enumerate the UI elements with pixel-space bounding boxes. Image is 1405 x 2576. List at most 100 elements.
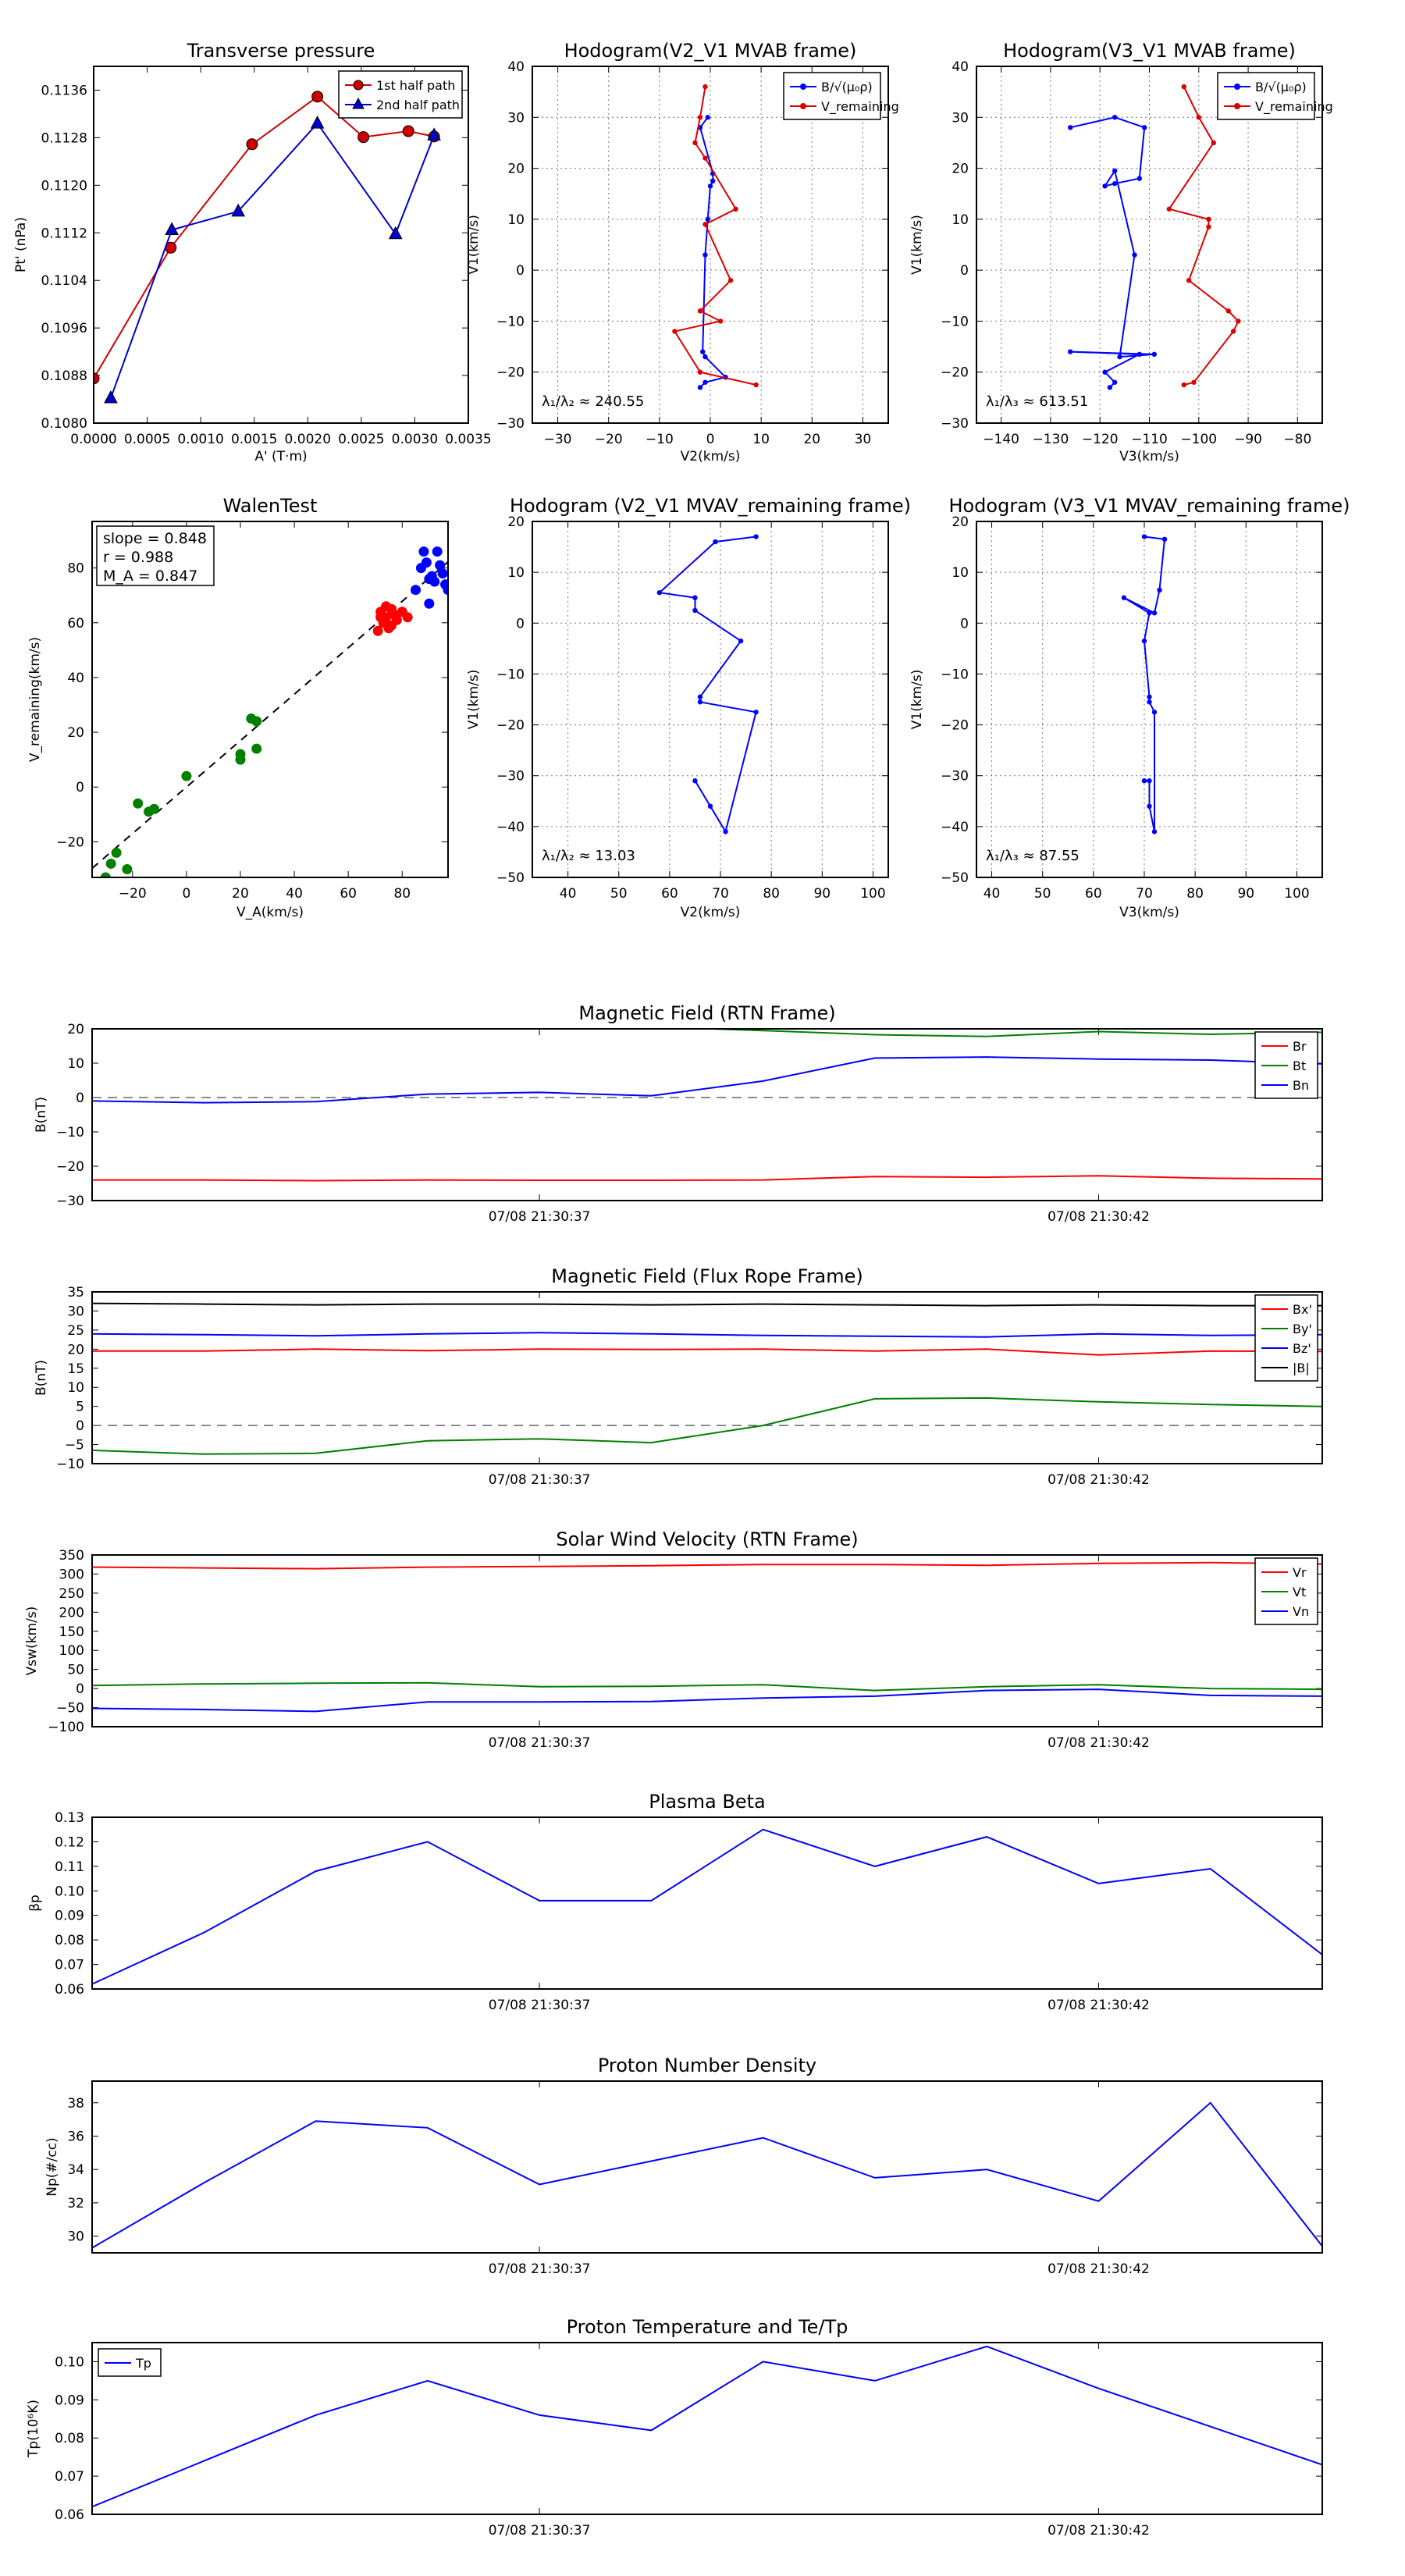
series-line-0 xyxy=(92,1348,1322,1356)
x-axis-label: V2(km/s) xyxy=(681,905,741,920)
x-tick-label: 60 xyxy=(661,886,678,902)
x-tick-label: 40 xyxy=(560,886,577,902)
data-point xyxy=(1181,382,1187,388)
y-tick-label: 30 xyxy=(67,1304,84,1319)
y-tick-label: −5 xyxy=(65,1438,84,1453)
data-point xyxy=(1211,140,1216,146)
plot-area xyxy=(92,546,448,877)
y-tick-label: 0 xyxy=(76,780,84,795)
stats-line: r = 0.988 xyxy=(103,549,173,566)
y-tick-label: 0 xyxy=(76,1418,84,1434)
y-tick-label: 80 xyxy=(67,561,84,577)
y-tick-label: 0.08 xyxy=(55,2431,84,2446)
x-tick-label: 0.0005 xyxy=(124,432,170,447)
x-tick-label: 07/08 21:30:37 xyxy=(489,1998,591,2013)
data-point xyxy=(697,369,703,375)
data-point xyxy=(1141,534,1147,539)
series-line-1 xyxy=(92,1681,1322,1692)
x-tick-label: 70 xyxy=(712,886,729,902)
axes-frame xyxy=(532,521,889,878)
y-tick-label: 34 xyxy=(67,2162,84,2178)
y-tick-label: 0.06 xyxy=(55,1982,84,1998)
data-point xyxy=(702,222,708,227)
series-line-0 xyxy=(92,1175,1322,1182)
x-tick-label: 90 xyxy=(1237,886,1254,902)
data-point xyxy=(402,612,413,623)
legend-marker xyxy=(800,84,806,90)
x-tick-label: 50 xyxy=(610,886,628,902)
y-tick-label: 200 xyxy=(59,1605,84,1621)
data-point xyxy=(692,607,698,614)
series-line-0 xyxy=(699,116,727,389)
chart-bfr: Magnetic Field (Flux Rope Frame) −10 −5 0 5 1… xyxy=(34,1265,1323,1488)
y-axis-label: V_remaining(km/s) xyxy=(27,637,43,762)
y-tick-label: 0.1120 xyxy=(41,178,87,194)
y-tick-label: 32 xyxy=(67,2196,84,2211)
legend-marker xyxy=(353,80,364,91)
x-tick-label: 60 xyxy=(1085,886,1102,902)
data-point xyxy=(702,84,708,90)
y-tick-label: 0 xyxy=(960,263,969,279)
data-point xyxy=(1186,278,1192,283)
x-tick-label: −80 xyxy=(1283,432,1311,447)
y-tick-label: −50 xyxy=(941,870,969,886)
data-point xyxy=(1151,710,1158,715)
data-point xyxy=(1181,84,1187,90)
series-line-3 xyxy=(92,1302,1322,1307)
plot-area xyxy=(92,1029,1322,1182)
data-point xyxy=(181,770,192,781)
y-tick-label: 0.13 xyxy=(55,1810,84,1826)
x-tick-label: 90 xyxy=(813,886,831,902)
legend-label: V_remaining xyxy=(821,99,899,115)
data-point xyxy=(692,778,698,784)
y-tick-label: 20 xyxy=(67,1022,84,1037)
x-tick-label: 30 xyxy=(855,432,872,447)
y-tick-label: 30 xyxy=(67,2229,84,2245)
y-tick-label: −40 xyxy=(941,820,969,835)
x-tick-label: −140 xyxy=(983,432,1019,447)
y-tick-label: 0.07 xyxy=(55,2469,84,2485)
y-tick-label: 250 xyxy=(59,1586,84,1602)
x-axis-label: V3(km/s) xyxy=(1119,449,1179,464)
y-tick-label: 100 xyxy=(59,1643,84,1659)
data-point xyxy=(710,178,716,184)
data-point xyxy=(697,385,703,390)
series-line-1 xyxy=(1168,86,1240,386)
y-axis-label: V1(km/s) xyxy=(466,670,482,730)
y-tick-label: −10 xyxy=(56,1125,84,1140)
x-tick-label: 50 xyxy=(1034,886,1051,902)
x-tick-label: 0 xyxy=(706,432,715,447)
data-point xyxy=(122,863,133,874)
y-axis-label: V1(km/s) xyxy=(909,670,925,730)
stats-line: M_A = 0.847 xyxy=(103,568,197,585)
legend-marker xyxy=(1234,84,1240,90)
y-tick-label: 0.1112 xyxy=(41,226,87,241)
y-tick-label: −10 xyxy=(496,314,525,329)
y-tick-label: 10 xyxy=(67,1056,84,1072)
y-tick-label: 20 xyxy=(951,514,969,530)
data-point xyxy=(427,127,441,141)
plot-area xyxy=(656,534,759,834)
x-tick-label: 07/08 21:30:42 xyxy=(1048,1472,1150,1488)
data-point xyxy=(1151,351,1158,358)
data-point xyxy=(1196,115,1201,120)
y-tick-label: −20 xyxy=(941,718,969,734)
x-tick-label: 0.0010 xyxy=(177,432,223,447)
chart-title: Proton Temperature and Te/Tp xyxy=(567,2316,848,2338)
x-tick-label: −100 xyxy=(1180,432,1217,447)
y-axis-label: Vsw(km/s) xyxy=(24,1606,40,1676)
y-axis-label: Tp(10⁶K) xyxy=(26,2400,41,2458)
stats-box xyxy=(96,525,215,586)
y-tick-label: −20 xyxy=(56,834,84,850)
data-point xyxy=(94,372,100,385)
data-point xyxy=(1141,638,1147,644)
data-point xyxy=(697,694,703,699)
data-point xyxy=(100,872,111,877)
y-axis-label: Np(#/cc) xyxy=(44,2137,60,2196)
stats-line: slope = 0.848 xyxy=(103,530,207,547)
y-tick-label: −20 xyxy=(941,365,969,381)
y-tick-label: 10 xyxy=(951,565,969,581)
data-point xyxy=(1112,379,1118,385)
y-tick-label: 0.1088 xyxy=(41,368,87,384)
data-point xyxy=(707,803,713,809)
